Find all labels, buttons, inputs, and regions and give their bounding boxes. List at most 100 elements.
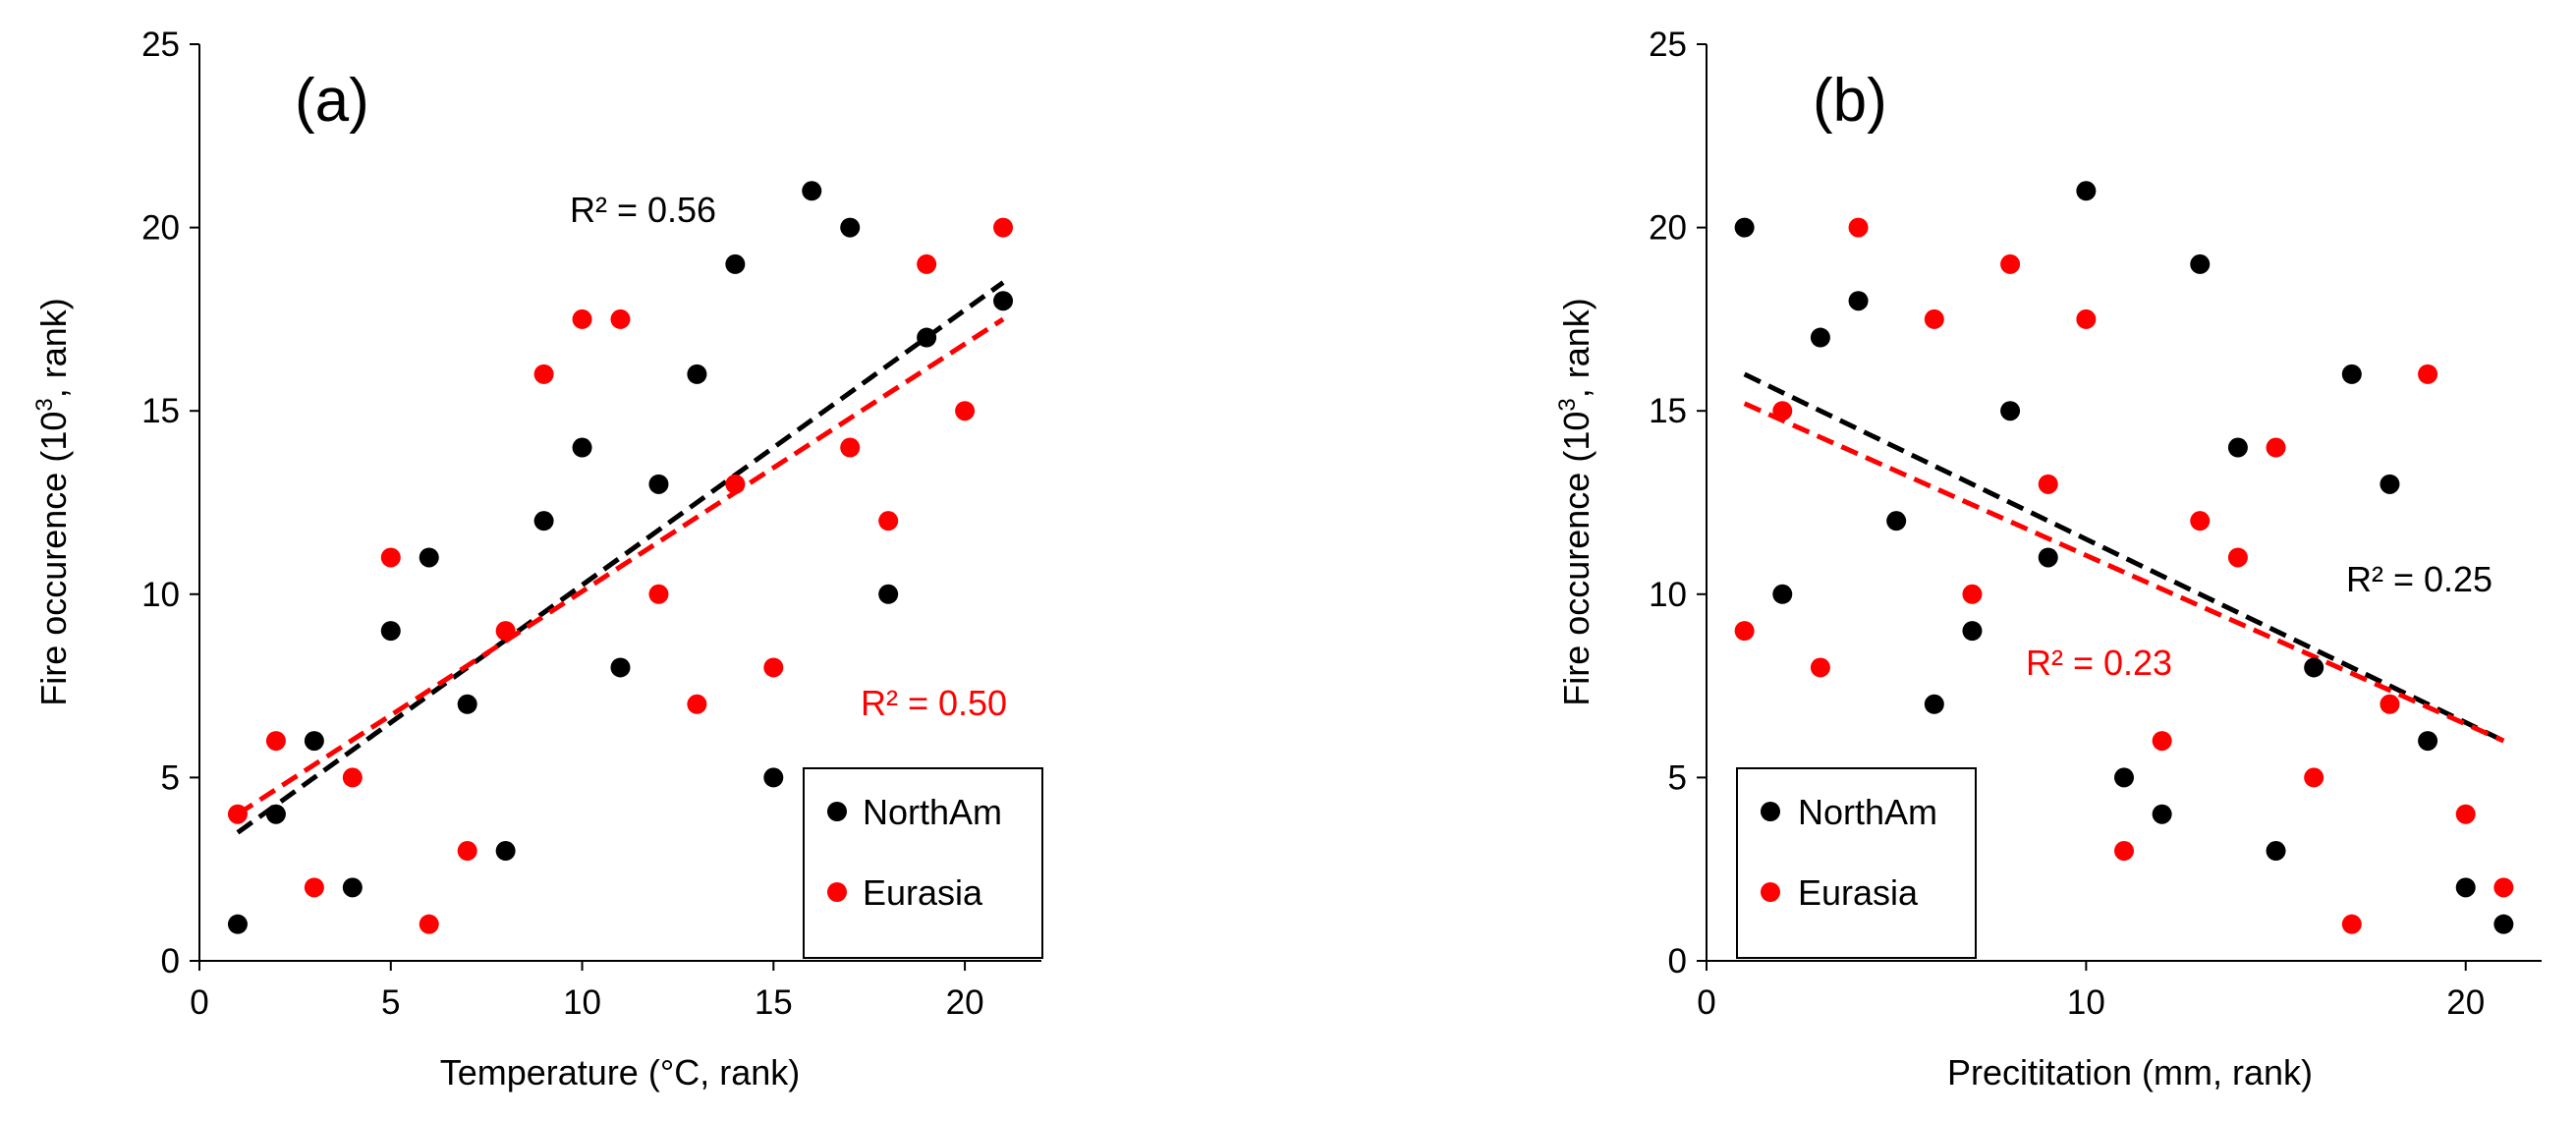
panel-a-trendline-eurasia (236, 316, 1005, 816)
panel-a-point-eurasia (533, 364, 554, 384)
panel-a-ytick-label: 0 (161, 942, 180, 981)
panel-a-point-northam (725, 253, 746, 274)
panel-a-ylabel-main: Fire occurence (10 (33, 412, 74, 706)
panel-a-point-northam (917, 327, 937, 348)
panel-a-point-eurasia (917, 253, 937, 274)
panel-a-ytick-label: 10 (141, 576, 180, 614)
panel-a-label: (a) (295, 67, 369, 135)
panel-b-point-northam (2380, 474, 2400, 494)
panel-b: 0 5 10 15 20 25 0 10 20 (b) Precititation (mm, … (1554, 26, 2542, 1093)
panel-b-point-northam (2493, 914, 2514, 934)
panel-a-point-eurasia (342, 767, 363, 788)
panel-a-xtick-label: 0 (190, 983, 208, 1022)
panel-a-point-northam (648, 474, 669, 494)
panel-a-point-northam (495, 841, 516, 862)
panel-b-point-northam (1810, 327, 1830, 348)
panel-b-point-northam (1886, 511, 1907, 532)
panel-a-point-northam (687, 364, 707, 384)
panel-a-legend-box (803, 767, 1043, 959)
panel-b-ytick-label: 25 (1649, 26, 1687, 64)
panel-b-point-northam (2038, 547, 2058, 568)
panel-a-xtick-label: 5 (381, 983, 400, 1022)
panel-a-point-eurasia (419, 914, 439, 934)
panel-a-ytick-label: 20 (141, 209, 180, 248)
panel-b-point-eurasia (2000, 253, 2021, 274)
panel-b-legend-label-northam: NorthAm (1798, 792, 1937, 832)
panel-a-x-axis-title: Temperature (°C, rank) (440, 1052, 801, 1093)
panel-b-point-northam (2455, 877, 2476, 898)
panel-b-xtick-label: 20 (2446, 983, 2485, 1022)
panel-a-xtick-label: 20 (946, 983, 984, 1022)
panel-a-point-eurasia (687, 694, 707, 714)
panel-b-point-eurasia (1848, 217, 1869, 238)
panel-b-y-axis-title: Fire occurence (103, rank) (1554, 298, 1596, 706)
panel-b-xtick-label: 10 (2067, 983, 2105, 1022)
panel-a-y-axis-title: Fire occurence (103, rank) (31, 298, 74, 706)
panel-b-point-northam (2266, 841, 2286, 862)
panel-b-point-eurasia (1924, 308, 1944, 329)
panel-a-point-eurasia (648, 584, 669, 604)
panel-a-xtick-label: 15 (755, 983, 793, 1022)
panel-b-point-eurasia (1772, 401, 1793, 421)
panel-a-ytick-label: 15 (141, 392, 180, 430)
panel-b-point-eurasia (2152, 731, 2172, 752)
panel-a-point-northam (304, 731, 324, 752)
panel-a-point-northam (840, 217, 861, 238)
panel-a-ytick-label: 25 (141, 26, 180, 64)
panel-a-point-eurasia (840, 437, 861, 458)
panel-a-point-eurasia (610, 308, 631, 329)
panel-a-point-eurasia (380, 547, 401, 568)
panel-a-point-eurasia (955, 401, 976, 421)
panel-b-point-eurasia (1810, 657, 1830, 678)
panel-a-point-northam (457, 694, 477, 714)
panel-b-point-northam (1962, 621, 1983, 642)
panel-b-legend-label-eurasia: Eurasia (1798, 872, 1919, 913)
panel-a-point-northam (802, 181, 822, 201)
panel-b-point-eurasia (2038, 474, 2058, 494)
panel-a-point-eurasia (227, 804, 248, 824)
panel-b-x-axis-title: Precititation (mm, rank) (1947, 1052, 2313, 1093)
panel-b-point-northam (2114, 767, 2134, 788)
panel-a-point-eurasia (993, 217, 1014, 238)
panel-a-legend: NorthAm Eurasia (803, 767, 1043, 959)
panel-a-point-northam (763, 767, 784, 788)
panel-a-ytick-label: 5 (161, 758, 180, 797)
panel-b-ytick-label: 20 (1649, 209, 1687, 248)
panel-a-point-northam (878, 584, 899, 604)
panel-a-ylabel-tail: , rank) (33, 298, 74, 398)
panel-a-point-northam (993, 291, 1014, 311)
panel-b-point-northam (2152, 804, 2172, 824)
panel-b-r2-northam: R² = 0.25 (2346, 559, 2492, 599)
panel-b-point-northam (1772, 584, 1793, 604)
panel-a-point-northam (265, 804, 286, 824)
panel-a-ylabel-sup: 3 (31, 398, 58, 411)
panel-a-point-eurasia (878, 511, 899, 532)
panel-a-point-eurasia (725, 474, 746, 494)
panel-a-point-eurasia (572, 308, 592, 329)
panel-b-ylabel-main: Fire occurence (10 (1556, 412, 1596, 706)
panel-b-ylabel-sup: 3 (1554, 398, 1581, 411)
panel-b-legend: NorthAm Eurasia (1736, 767, 1977, 959)
panel-a-point-northam (342, 877, 363, 898)
panel-b-point-northam (1924, 694, 1944, 714)
panel-b-point-eurasia (2304, 767, 2324, 788)
panel-b-point-eurasia (2493, 877, 2514, 898)
panel-b-ytick-label: 0 (1668, 942, 1687, 981)
panel-b-legend-box (1736, 767, 1977, 959)
panel-b-point-northam (2304, 657, 2324, 678)
panel-a-point-northam (533, 511, 554, 532)
panel-a-r2-eurasia: R² = 0.50 (861, 683, 1007, 723)
panel-b-ylabel-tail: , rank) (1556, 298, 1596, 398)
panel-b-xtick-label: 0 (1697, 983, 1715, 1022)
panel-b-point-eurasia (2076, 308, 2097, 329)
panel-a-point-northam (227, 914, 248, 934)
panel-a-point-northam (419, 547, 439, 568)
panel-b-point-northam (1848, 291, 1869, 311)
panel-a-point-northam (380, 621, 401, 642)
panel-b-point-eurasia (1734, 621, 1755, 642)
panel-b-legend-marker-eurasia (1761, 882, 1780, 902)
panel-a-r2-northam: R² = 0.56 (570, 190, 716, 230)
panel-a-point-eurasia (304, 877, 324, 898)
panel-a-point-eurasia (495, 621, 516, 642)
